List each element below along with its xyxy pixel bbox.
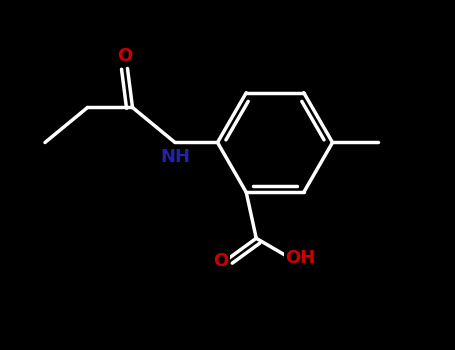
Text: NH: NH: [160, 148, 190, 167]
Text: O: O: [117, 47, 132, 65]
Text: O: O: [214, 252, 229, 270]
Text: OH: OH: [285, 249, 315, 267]
